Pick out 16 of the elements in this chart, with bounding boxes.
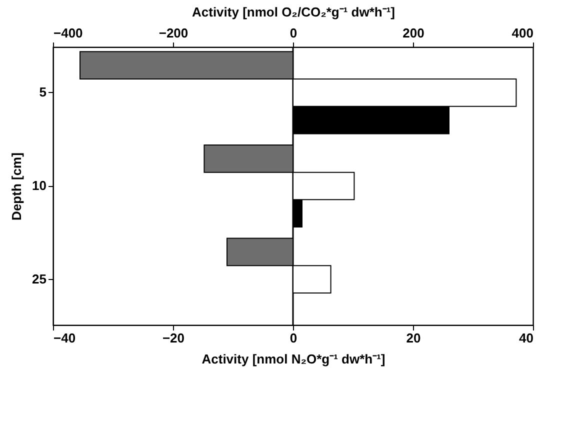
x-tick-label: −20 bbox=[162, 330, 185, 346]
x2-tick-label: −200 bbox=[158, 26, 188, 40]
x2-axis-title: Activity [nmol O₂/CO₂*g⁻¹ dw*h⁻¹] bbox=[192, 4, 395, 20]
x-axis-title: Activity [nmol N₂O*g⁻¹ dw*h⁻¹] bbox=[202, 352, 386, 366]
x-tick-label: −40 bbox=[54, 330, 76, 346]
x2-tick-label: 200 bbox=[402, 26, 424, 40]
x2-tick-label: 0 bbox=[290, 26, 298, 40]
x-tick-label: 40 bbox=[519, 330, 534, 346]
x2-tick-label: −400 bbox=[54, 26, 83, 40]
x-tick-label: 20 bbox=[406, 330, 421, 346]
y-tick-label: 25 bbox=[32, 271, 46, 286]
x2-tick-label: 400 bbox=[512, 26, 534, 40]
x-tick-label: 0 bbox=[290, 330, 298, 346]
y-axis-title: Depth [cm] bbox=[9, 152, 24, 220]
y-tick-label: 5 bbox=[39, 84, 46, 100]
y-tick-label: 10 bbox=[32, 178, 46, 193]
